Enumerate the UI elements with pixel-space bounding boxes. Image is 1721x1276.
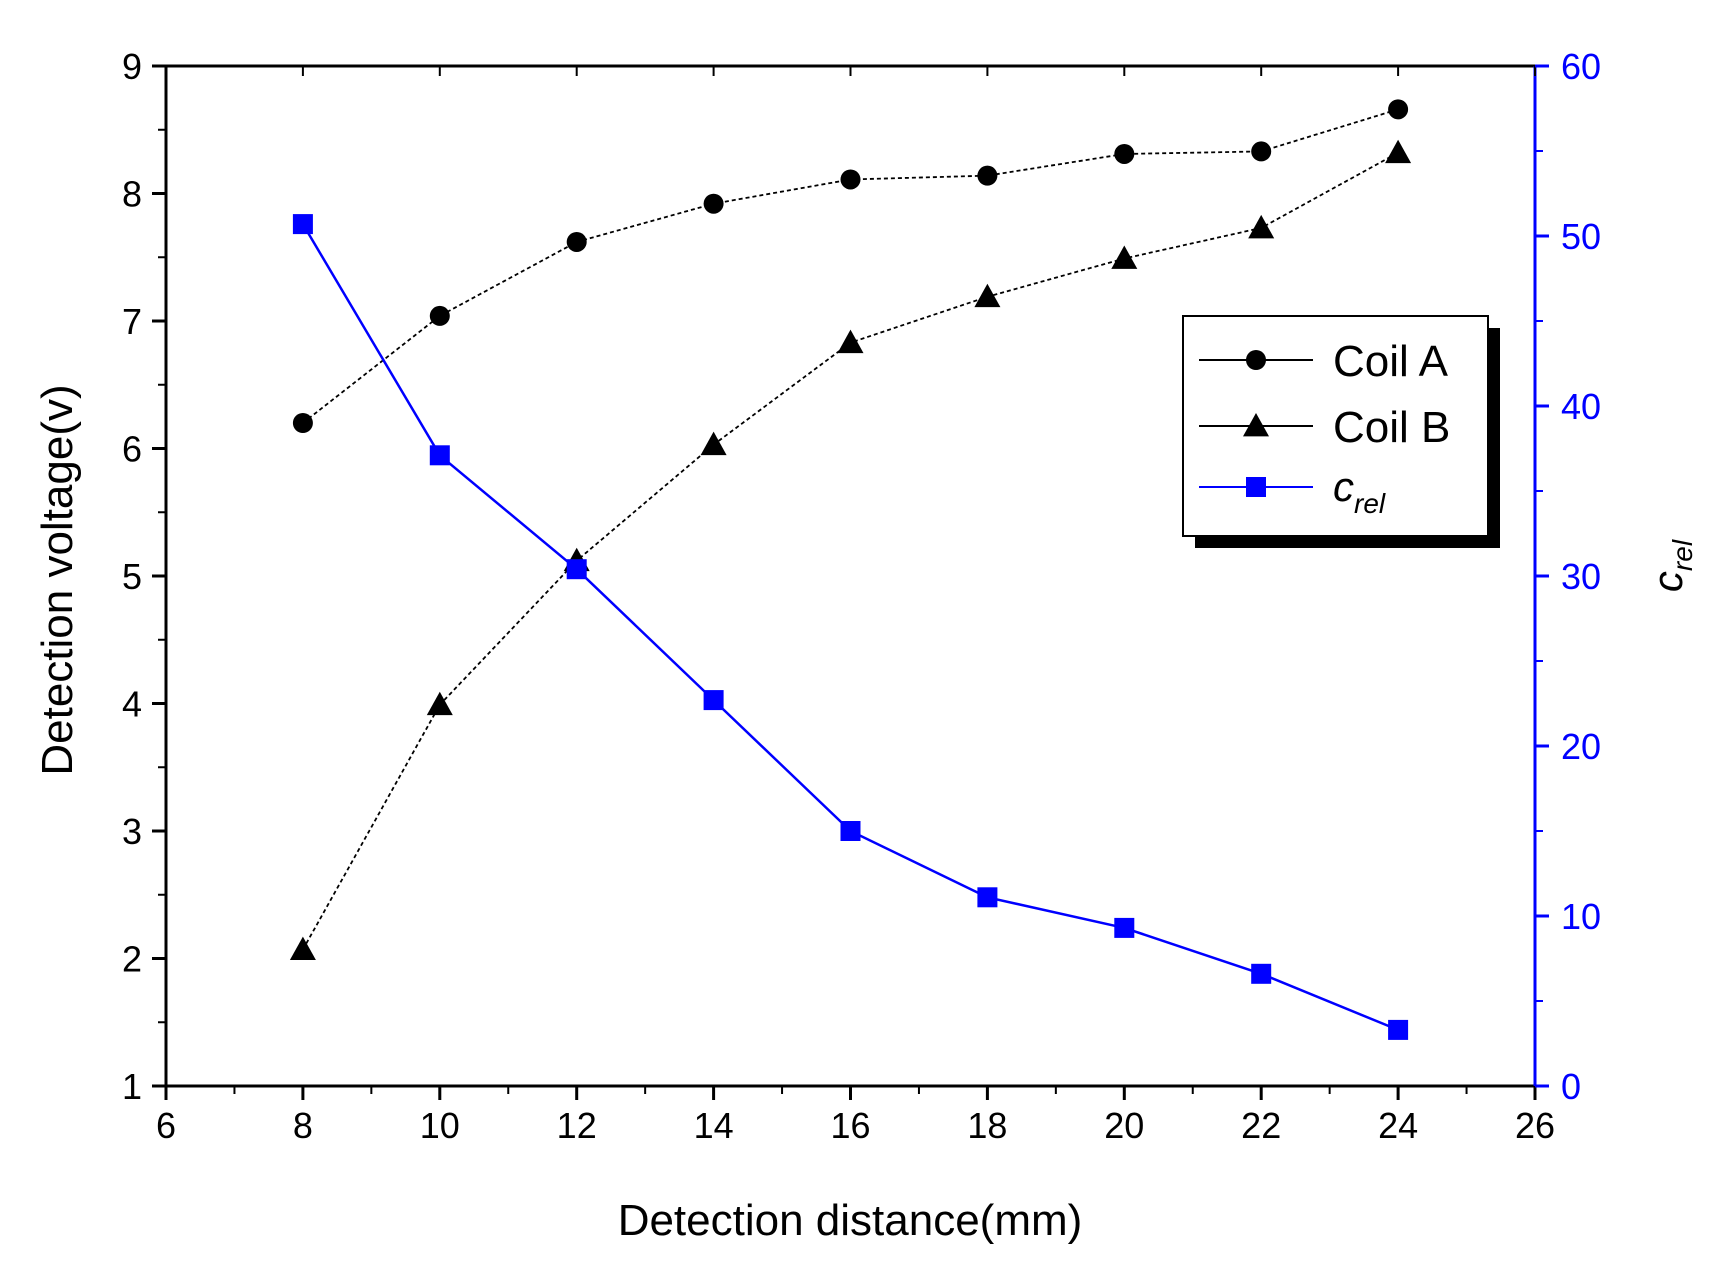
data-point-triangle xyxy=(1248,214,1275,239)
data-point-circle xyxy=(292,413,313,433)
y2-tick-label: 30 xyxy=(1561,556,1601,597)
x-axis-title: Detection distance(mm) xyxy=(618,1196,1083,1245)
data-point-triangle xyxy=(700,431,727,456)
y-tick-label: 2 xyxy=(122,939,142,980)
data-point-square xyxy=(977,887,998,908)
legend-label: Coil B xyxy=(1333,403,1450,452)
y-tick-label: 6 xyxy=(122,429,142,470)
x-tick-label: 26 xyxy=(1515,1105,1555,1146)
data-point-square xyxy=(840,821,861,841)
y2-tick-label: 0 xyxy=(1561,1066,1581,1107)
data-point-triangle xyxy=(974,283,1001,308)
data-point-triangle xyxy=(1385,139,1412,164)
data-point-square xyxy=(1251,963,1272,984)
legend-label-main: c xyxy=(1333,463,1354,510)
data-point-circle xyxy=(977,165,998,186)
data-point-triangle xyxy=(289,936,316,960)
x-tick-label: 22 xyxy=(1241,1105,1281,1146)
legend-swatch-marker xyxy=(1243,413,1269,437)
data-point-square xyxy=(1388,1019,1409,1040)
x-tick-label: 20 xyxy=(1104,1105,1144,1146)
data-point-triangle xyxy=(837,329,864,354)
y2-axis-title-sub: rel xyxy=(1667,539,1698,571)
y-tick-label: 1 xyxy=(122,1066,142,1107)
legend-label: crel xyxy=(1333,463,1386,519)
data-point-square xyxy=(292,214,313,235)
y2-axis-title-main: c xyxy=(1644,571,1691,592)
y-axis-title: Detection voltage(v) xyxy=(33,384,82,775)
y-tick-label: 3 xyxy=(122,811,142,852)
x-tick-label: 10 xyxy=(420,1105,460,1146)
y-tick-label: 5 xyxy=(122,556,142,597)
data-point-circle xyxy=(566,231,587,252)
data-point-square xyxy=(429,445,450,466)
y-tick-label: 8 xyxy=(122,174,142,215)
data-point-square xyxy=(703,690,724,711)
y-tick-label: 4 xyxy=(122,684,142,725)
data-point-triangle xyxy=(426,691,453,716)
data-point-circle xyxy=(1388,99,1409,120)
y2-tick-label: 10 xyxy=(1561,896,1601,937)
data-point-square xyxy=(566,559,587,580)
y2-tick-label: 20 xyxy=(1561,726,1601,767)
x-tick-label: 18 xyxy=(967,1105,1007,1146)
y2-tick-label: 60 xyxy=(1561,46,1601,87)
data-point-circle xyxy=(1114,143,1135,164)
legend-swatch-marker xyxy=(1246,350,1266,370)
x-tick-label: 16 xyxy=(830,1105,870,1146)
x-tick-label: 24 xyxy=(1378,1105,1418,1146)
y-tick-label: 7 xyxy=(122,301,142,342)
data-point-circle xyxy=(1251,141,1272,162)
data-point-circle xyxy=(703,193,724,214)
data-point-circle xyxy=(429,305,450,326)
x-tick-label: 6 xyxy=(156,1105,176,1146)
y2-tick-label: 40 xyxy=(1561,386,1601,427)
legend-label-sub: rel xyxy=(1354,488,1386,519)
x-tick-label: 8 xyxy=(293,1105,313,1146)
y2-axis-title: crel xyxy=(1644,539,1698,592)
x-tick-label: 12 xyxy=(557,1105,597,1146)
x-tick-label: 14 xyxy=(694,1105,734,1146)
legend-swatch-marker xyxy=(1246,477,1266,497)
y2-tick-label: 50 xyxy=(1561,216,1601,257)
legend-label: Coil A xyxy=(1333,337,1449,386)
y-tick-label: 9 xyxy=(122,46,142,87)
data-point-circle xyxy=(840,169,861,190)
data-point-triangle xyxy=(1111,245,1138,269)
data-point-square xyxy=(1114,917,1135,938)
